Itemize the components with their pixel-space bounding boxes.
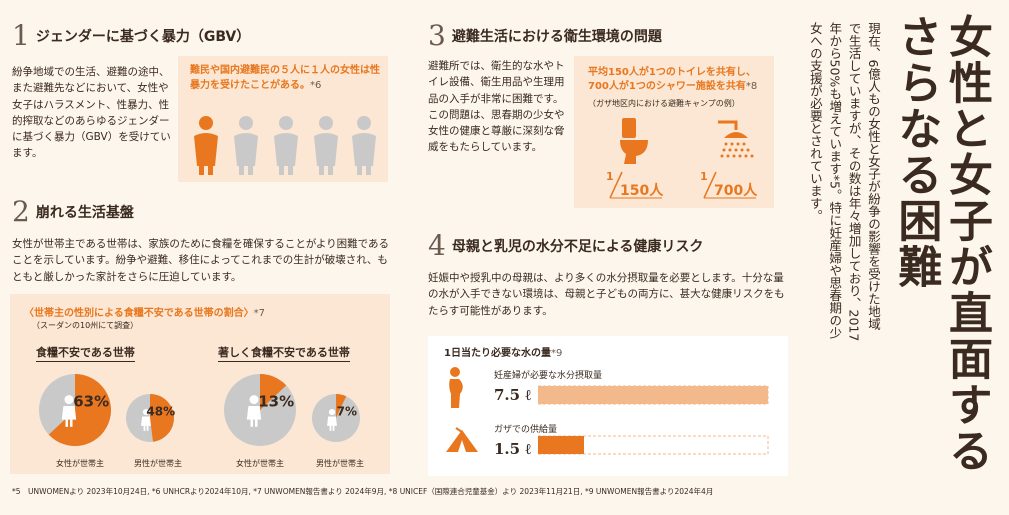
pie-category-label: 男性が世帯主 bbox=[134, 458, 182, 468]
pie-slice-male bbox=[150, 394, 174, 442]
section-3-body: 避難所では、衛生的な水やトイレ設備、衛生用品や生理用品の入手が非常に困難です。こ… bbox=[428, 60, 565, 154]
section-3-header: 3 避難生活における衛生環境の問題 bbox=[428, 22, 662, 50]
woman-icon bbox=[234, 116, 258, 175]
section-1-header: 1 ジェンダーに基づく暴力（GBV） bbox=[12, 22, 250, 50]
woman-icon bbox=[314, 116, 338, 175]
section-1-body: 紛争地域での生活、避難の途中、また避難先などにおいて、女性や女子はハラスメント、… bbox=[12, 66, 171, 160]
section-number: 2 bbox=[12, 195, 30, 228]
section-4-body: 妊娠中や授乳中の母親は、より多くの水分摂取量を必要とします。十分な量の水が入手で… bbox=[428, 272, 785, 317]
shower-ratio: 1 700人 bbox=[700, 170, 758, 199]
row1-value: 7.5 ℓ bbox=[494, 386, 531, 404]
pie-category-label: 男性が世帯主 bbox=[316, 458, 364, 468]
chart-title: 〈世帯主の性別による食糧不安である世帯の割合〉*7 bbox=[24, 308, 265, 319]
section-2-body: 女性が世帯主である世帯は、家族のために食糧を確保することがより困難であることを示… bbox=[12, 238, 390, 283]
pie-value-label: 63% bbox=[73, 392, 109, 410]
pie-value-label: 13% bbox=[258, 392, 294, 410]
person-icon bbox=[327, 409, 337, 431]
gbv-callout-text: 難民や国内避難民の５人に１人の女性は性暴力を受けたことがある。*6 bbox=[190, 65, 380, 91]
water-need-chart: 1日当たり必要な水の量*9 妊産婦が必要な水分摂取量 7.5 ℓ ガザでの供給量… bbox=[428, 336, 788, 476]
section-number: 4 bbox=[428, 229, 446, 262]
section-heading: 母親と乳児の水分不足による健康リスク bbox=[451, 239, 704, 255]
group-label-food-insecure: 食糧不安である世帯 bbox=[36, 344, 135, 362]
page-title: 女性と女子が直面するさらなる困難 bbox=[890, 14, 992, 474]
row2-label: ガザでの供給量 bbox=[494, 425, 558, 435]
woman-icon-highlight bbox=[194, 116, 218, 175]
pie-charts: 63% 女性が世帯主 48% 男性が世帯主 13% 女性が世帯主 7% 男性が世帯主 bbox=[39, 374, 364, 468]
bar-required bbox=[538, 386, 768, 404]
section-heading: 避難生活における衛生環境の問題 bbox=[451, 29, 662, 45]
sanitation-stat-card: 平均150人が1つのトイレを共有し、700人が1つのシャワー施設を共有*8 （ガ… bbox=[574, 56, 774, 208]
intro-text: 現在、6億人もの女性と女子が紛争の影響を受けた地域で生活していますが、その数は年… bbox=[807, 22, 881, 342]
pie-slice-female bbox=[48, 374, 111, 446]
woman-icon bbox=[274, 116, 298, 175]
section-heading: 崩れる生活基盤 bbox=[35, 205, 134, 221]
section-number: 1 bbox=[12, 19, 30, 52]
pregnant-woman-icon bbox=[449, 367, 463, 408]
footnote: *5 UNWOMENより 2023年10月24日, *6 UNHCRより2024… bbox=[12, 487, 714, 496]
pie-slice-male bbox=[336, 394, 347, 418]
section-heading: ジェンダーに基づく暴力（GBV） bbox=[35, 29, 251, 45]
chart-title: 1日当たり必要な水の量*9 bbox=[444, 348, 563, 359]
person-icon bbox=[246, 395, 262, 427]
toilet-icon bbox=[620, 118, 648, 164]
bar-supplied bbox=[538, 436, 584, 454]
toilet-ratio: 1 150人 bbox=[606, 170, 664, 199]
chart-note: （スーダンの10州にて調査） bbox=[32, 321, 139, 330]
pie-category-label: 女性が世帯主 bbox=[56, 458, 104, 468]
pie-slice-female bbox=[260, 374, 287, 410]
pie-value-label: 48% bbox=[146, 405, 175, 419]
bar-track bbox=[538, 435, 769, 455]
person-icon bbox=[61, 395, 77, 427]
stat-note: （ガザ地区内における避難キャンプの例） bbox=[588, 99, 740, 108]
food-insecurity-chart: 〈世帯主の性別による食糧不安である世帯の割合〉*7 （スーダンの10州にて調査）… bbox=[10, 294, 390, 474]
pie-category-label: 女性が世帯主 bbox=[236, 458, 284, 468]
person-icon bbox=[141, 409, 151, 431]
shower-icon bbox=[718, 120, 754, 158]
women-icons bbox=[194, 116, 376, 175]
stat-text: 平均150人が1つのトイレを共有し、700人が1つのシャワー施設を共有*8 bbox=[588, 67, 758, 92]
pie-value-label: 7% bbox=[337, 405, 357, 419]
water-bars bbox=[538, 385, 769, 455]
woman-icon bbox=[352, 116, 376, 175]
section-2-header: 2 崩れる生活基盤 bbox=[12, 198, 134, 226]
section-number: 3 bbox=[428, 19, 446, 52]
section-4-header: 4 母親と乳児の水分不足による健康リスク bbox=[428, 232, 703, 260]
row1-label: 妊産婦が必要な水分摂取量 bbox=[494, 371, 603, 381]
row2-value: 1.5 ℓ bbox=[494, 440, 531, 458]
tent-icon bbox=[446, 427, 478, 452]
gbv-callout-card: 難民や国内避難民の５人に１人の女性は性暴力を受けたことがある。*6 bbox=[178, 56, 388, 182]
group-label-severe: 著しく食糧不安である世帯 bbox=[218, 344, 350, 362]
